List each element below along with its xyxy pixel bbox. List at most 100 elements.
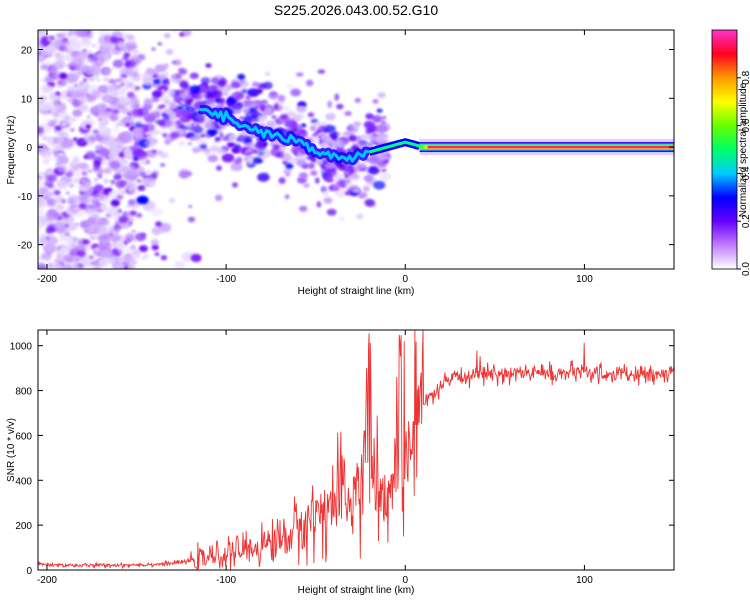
y-tick-label: 0 [26, 143, 32, 154]
snr-line [38, 330, 674, 570]
spectrogram-noise-blob [81, 66, 89, 73]
spectrogram-noise-blob [56, 178, 69, 188]
spectrogram-noise-blob [168, 198, 176, 203]
spectrogram-signal-blob [313, 131, 319, 136]
spectrogram-noise-blob [85, 150, 96, 160]
spectrogram-noise-blob [103, 167, 112, 174]
spectrogram-signal-blob [320, 135, 331, 143]
colorbar-ticks: 0.0 0.2 0.4 0.6 0.8 [737, 70, 750, 276]
spectrogram-noise-blob [80, 178, 84, 182]
spectrogram-noise-blob [126, 175, 136, 184]
spectrogram-noise-blob [94, 184, 104, 192]
spectrogram-signal-blob [239, 116, 244, 120]
spectrogram-noise-blob [137, 185, 146, 191]
spectrogram-noise-blob [68, 121, 72, 124]
spectrogram-signal-blob [189, 72, 199, 80]
spectrogram-noise-blob [103, 178, 110, 184]
spectrogram-noise-blob [97, 235, 105, 241]
spectrogram-noise-blob [71, 57, 84, 68]
spectrogram-noise-blob [108, 97, 121, 107]
spectrogram-signal-blob [211, 90, 223, 98]
spectrogram-noise-blob [87, 94, 97, 102]
spectrogram-signal-blob [286, 83, 295, 90]
spectrogram-noise-blob [38, 126, 44, 134]
bottom-plot-frame [37, 329, 675, 571]
spectrogram-noise-blob [64, 221, 77, 231]
spectrogram-noise-blob [96, 172, 102, 177]
spectrogram-signal-blob [178, 68, 188, 75]
spectrogram-signal-blob [191, 147, 201, 153]
spectrogram-noise-blob [92, 129, 99, 135]
spectrogram-noise-blob [87, 56, 93, 61]
spectrogram-noise-blob [93, 246, 101, 252]
spectrogram-noise-blob [114, 80, 122, 87]
spectrogram-signal-blob [285, 111, 296, 119]
x-tick-label: -100 [216, 274, 236, 285]
spectrogram-noise-blob [100, 205, 107, 211]
spectrogram-noise-blob [54, 125, 62, 131]
spectrogram-noise-blob [98, 147, 110, 157]
spectrogram-noise-blob [58, 246, 71, 256]
y-tick-label: 20 [21, 46, 33, 57]
spectrogram-outlier-blob [372, 99, 379, 104]
spectrogram-noise-blob [38, 190, 45, 199]
spectrogram-outlier-blob [305, 79, 314, 87]
spectrogram-signal-blob [316, 145, 322, 149]
spectrogram-noise-blob [45, 191, 54, 198]
spectrogram-noise-blob [38, 54, 46, 63]
spectrogram-noise-blob [150, 239, 160, 246]
spectrogram-noise-blob [91, 200, 97, 205]
spectrogram-signal-blob [307, 112, 315, 118]
spectrogram-noise-blob [128, 199, 136, 206]
spectrogram-signal-blob [271, 115, 277, 119]
spectrogram-signal-blob [175, 120, 183, 125]
spectrogram-noise-blob [101, 104, 105, 108]
spectrogram-noise-blob [62, 264, 73, 269]
spectrogram-signal-blob [132, 127, 143, 135]
spectrogram-outlier-blob [317, 69, 326, 74]
spectrogram-signal-blob [185, 171, 193, 177]
spectrogram-signal-blob [359, 163, 366, 169]
spectrogram-noise-blob [112, 109, 120, 115]
spectrogram-noise-blob [102, 242, 106, 246]
spectrogram-noise-blob [78, 104, 89, 112]
spectrogram-signal-blob [243, 99, 254, 108]
spectrogram-noise-blob [87, 222, 101, 233]
spectrogram-signal-blob [205, 63, 212, 68]
spectrogram-noise-blob [126, 263, 136, 269]
x-tick-label: 100 [576, 575, 593, 586]
spectrogram-noise-blob [55, 91, 61, 96]
spectrogram-noise-blob [93, 265, 101, 269]
spectrogram-noise-blob [122, 131, 136, 142]
spectrogram-signal-blob [231, 148, 239, 154]
spectrogram-noise-blob [38, 264, 47, 269]
spectrogram-noise-blob [46, 44, 57, 54]
spectrogram-noise-blob [151, 47, 156, 51]
spectrogram-outlier-blob [254, 104, 259, 111]
spectrogram-noise-blob [63, 126, 71, 133]
spectrogram-outlier-blob [277, 94, 286, 102]
spectrogram-noise-blob [76, 50, 88, 60]
spectrogram-signal-blob [189, 85, 201, 93]
spectrogram-noise-blob [42, 118, 46, 121]
colorbar-tick-label: 0.2 [741, 214, 750, 228]
spectrogram-noise-blob [151, 244, 159, 251]
y-tick-label: 10 [21, 94, 33, 105]
colorbar-tick-label: 0.8 [741, 70, 750, 84]
spectrogram-noise-blob [88, 265, 93, 269]
spectrogram-noise-blob [84, 182, 93, 189]
spectrogram-noise-blob [54, 212, 64, 221]
spectrogram-noise-blob [46, 236, 50, 240]
spectrogram-noise-blob [143, 253, 150, 258]
spectrogram-noise-blob [64, 224, 69, 228]
spectrogram-signal-blob [266, 120, 277, 128]
spectrogram-noise-blob [64, 53, 74, 62]
spectrogram-noise-blob [67, 97, 76, 104]
spectrogram-noise-blob [85, 108, 92, 113]
spectrogram-noise-blob [72, 256, 81, 263]
spectrogram-noise-blob [104, 195, 108, 199]
x-tick-label: -100 [216, 575, 236, 586]
spectrogram-outlier-blob [341, 139, 349, 146]
spectrogram-noise-blob [85, 190, 93, 196]
spectrogram-signal-blob [285, 163, 294, 170]
